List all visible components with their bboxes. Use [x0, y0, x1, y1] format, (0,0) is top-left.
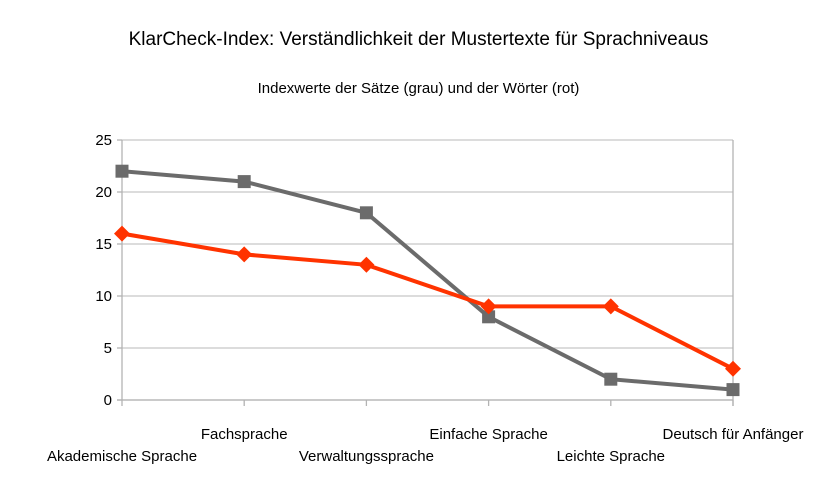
- series-marker-square: [726, 383, 740, 397]
- x-category-label: Akademische Sprache: [47, 448, 197, 465]
- x-category-label: Deutsch für Anfänger: [663, 426, 804, 443]
- series-marker-diamond: [480, 298, 497, 315]
- y-tick-label: 5: [104, 340, 112, 357]
- y-tick-label: 25: [95, 132, 112, 149]
- chart-title: KlarCheck-Index: Verständlichkeit der Mu…: [128, 29, 709, 50]
- series-marker-square: [359, 206, 373, 220]
- x-category-label: Einfache Sprache: [429, 426, 547, 443]
- series-marker-square: [237, 175, 251, 189]
- y-tick-label: 0: [104, 392, 112, 409]
- x-category-label: Verwaltungssprache: [299, 448, 434, 465]
- y-tick-label: 20: [95, 184, 112, 201]
- chart-subtitle: Indexwerte der Sätze (grau) und der Wört…: [257, 80, 580, 97]
- series-line-woerter: [121, 231, 734, 371]
- series-marker-square: [482, 310, 496, 324]
- series-line-saetze: [121, 169, 734, 392]
- x-category-label: Fachsprache: [201, 426, 288, 443]
- series-marker-diamond: [358, 256, 375, 273]
- series-marker-square: [604, 372, 618, 386]
- series-marker-diamond: [114, 225, 130, 242]
- series-marker-diamond: [236, 246, 253, 263]
- series-marker-diamond: [725, 360, 741, 377]
- y-tick-label: 15: [95, 236, 112, 253]
- series-marker-diamond: [602, 298, 619, 315]
- y-tick-label: 10: [95, 288, 112, 305]
- series-marker-square: [115, 164, 129, 178]
- x-category-label: Leichte Sprache: [557, 448, 665, 465]
